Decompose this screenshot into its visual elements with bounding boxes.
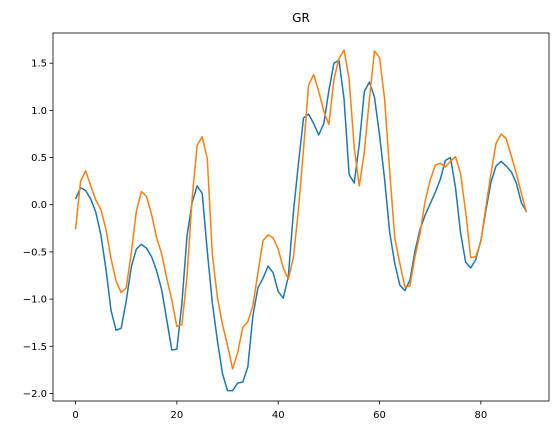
y-axis-ticks: −2.0 −1.5 −1.0 −0.5 0.0 0.5 1.0 1.5 — [23, 59, 53, 400]
x-tick-label: 20 — [171, 410, 184, 421]
x-axis-ticks: 0 20 40 60 80 — [72, 401, 487, 421]
plot-frame — [52, 32, 550, 402]
x-tick-label: 40 — [272, 410, 285, 421]
y-tick-label: 1.0 — [31, 106, 47, 117]
x-tick-label: 80 — [474, 410, 487, 421]
y-tick-label: −0.5 — [23, 247, 47, 258]
y-tick-label: −2.0 — [23, 389, 47, 400]
chart-title: GR — [292, 11, 310, 25]
series-layer — [74, 49, 528, 392]
x-tick-label: 60 — [373, 410, 386, 421]
plot-area — [53, 33, 549, 401]
y-tick-label: 0.0 — [31, 200, 47, 211]
x-tick-label: 0 — [72, 410, 78, 421]
y-tick-label: 1.5 — [31, 59, 47, 70]
y-tick-label: 0.5 — [31, 153, 47, 164]
y-tick-label: −1.5 — [23, 342, 47, 353]
series-line-1 — [74, 59, 528, 392]
y-tick-label: −1.0 — [23, 295, 47, 306]
series-line-2 — [74, 49, 528, 370]
